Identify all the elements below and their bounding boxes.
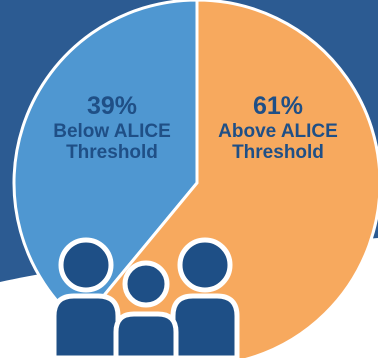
slice-value-above: 61%: [252, 92, 304, 120]
slice-text-below: Below ALICE Threshold: [53, 120, 171, 163]
pie-slice-below: [12, 0, 199, 327]
person-child-icon: [113, 260, 179, 358]
slice-label-below: 39% Below ALICE Threshold: [52, 92, 172, 163]
person-right-icon: [170, 237, 240, 358]
person-left-icon: [51, 237, 121, 358]
slice-value-below: 39%: [86, 92, 138, 120]
slice-text-above: Above ALICE Threshold: [218, 120, 338, 163]
slice-label-above: 61% Above ALICE Threshold: [218, 92, 338, 163]
